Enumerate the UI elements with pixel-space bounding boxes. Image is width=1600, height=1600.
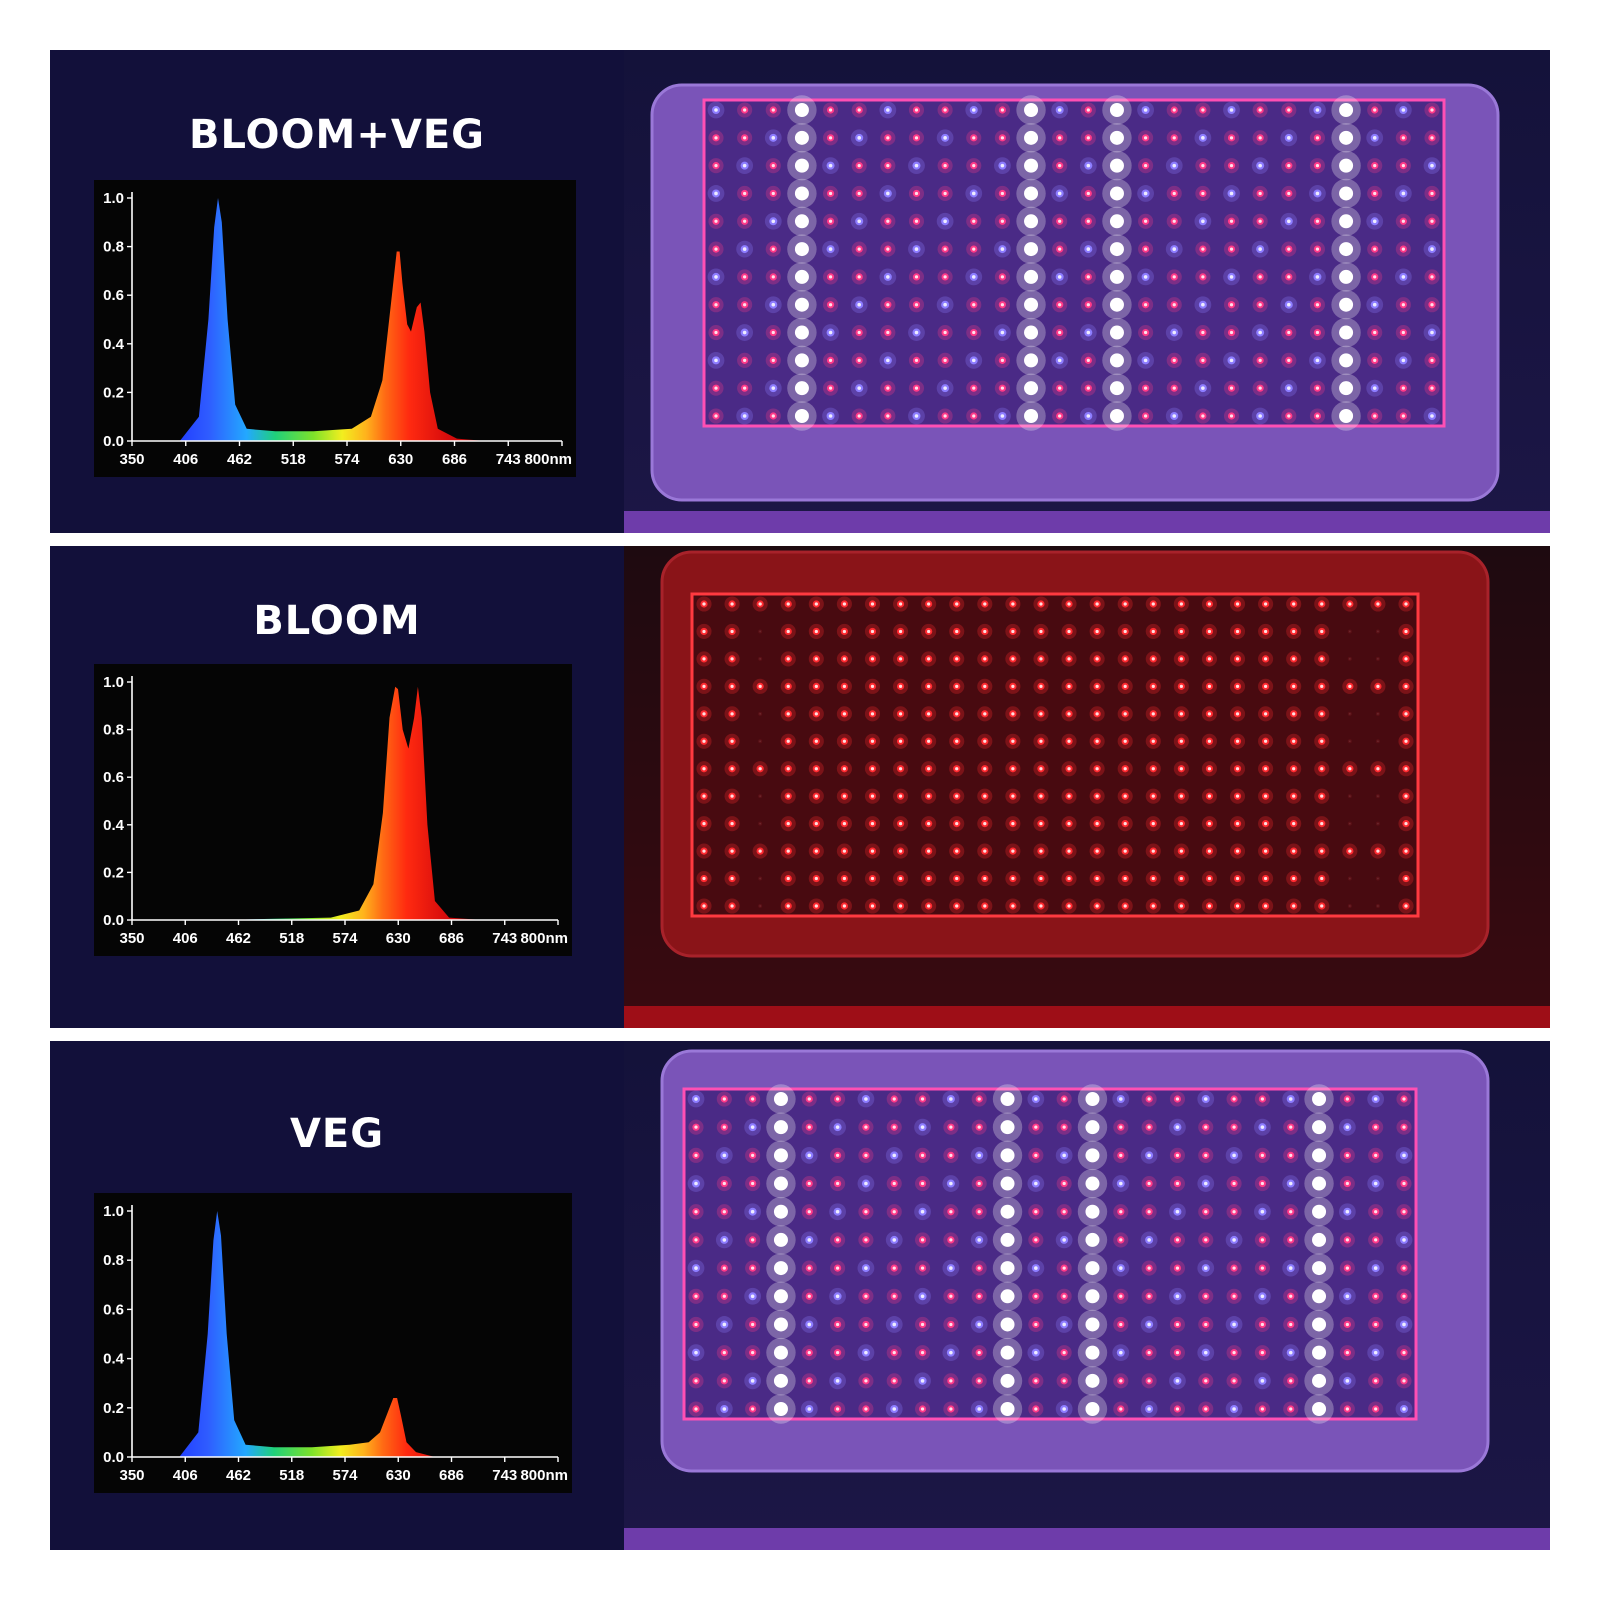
led-photo-side <box>624 1041 1550 1550</box>
x-tick-label: 350 <box>119 1467 144 1484</box>
x-tick-label: 743 <box>492 930 517 947</box>
y-tick-label: 0.0 <box>103 433 124 450</box>
y-tick-label: 0.6 <box>103 1301 124 1318</box>
panel-bloom-veg: BLOOM+VEG 1.0 0.8 0.6 0.4 0.2 0.0 350 406 462 518… <box>50 50 1550 533</box>
x-tick-label: 518 <box>279 930 304 947</box>
x-tick-label: 743 <box>492 1467 517 1484</box>
led-photo-side <box>624 546 1550 1028</box>
y-tick-label: 1.0 <box>103 190 124 207</box>
x-tick-label: 800nm <box>524 451 572 468</box>
x-tick-label: 574 <box>332 1467 358 1484</box>
x-tick-label: 686 <box>439 1467 464 1484</box>
y-tick-label: 0.2 <box>103 384 124 401</box>
led-panel-photo <box>624 50 1550 533</box>
y-tick-label: 0.8 <box>103 722 124 739</box>
x-tick-label: 800nm <box>520 1467 568 1484</box>
led-board <box>690 592 1420 918</box>
panel-veg: VEG 1.0 0.8 0.6 0.4 0.2 0.0 350 406 462 518 574 630… <box>50 1041 1550 1550</box>
x-tick-label: 686 <box>442 451 467 468</box>
x-tick-label: 406 <box>173 451 198 468</box>
y-tick-label: 0.6 <box>103 769 124 786</box>
x-tick-label: 630 <box>388 451 413 468</box>
x-tick-label: 574 <box>332 930 358 947</box>
spectrum-chart-frame: 1.0 0.8 0.6 0.4 0.2 0.0 350 406 462 518 574 630 686 7… <box>94 664 572 956</box>
x-tick-label: 686 <box>439 930 464 947</box>
x-tick-label: 462 <box>226 930 251 947</box>
led-panel-photo <box>624 1041 1550 1550</box>
spectrum-curve <box>132 686 558 920</box>
y-tick-label: 1.0 <box>103 674 124 691</box>
y-tick-label: 0.2 <box>103 864 124 881</box>
y-tick-label: 0.8 <box>103 1252 124 1269</box>
y-tick-label: 0.4 <box>103 336 125 353</box>
spectrum-side: BLOOM+VEG 1.0 0.8 0.6 0.4 0.2 0.0 350 406 462 518… <box>50 50 624 533</box>
panel-bloom: BLOOM 1.0 0.8 0.6 0.4 0.2 0.0 350 406 462 518 574 6… <box>50 546 1550 1028</box>
x-tick-label: 350 <box>119 930 144 947</box>
y-tick-label: 0.6 <box>103 287 124 304</box>
led-board <box>682 1087 1418 1421</box>
spectrum-curve <box>132 198 562 441</box>
x-tick-label: 574 <box>334 451 360 468</box>
x-tick-label: 350 <box>119 451 144 468</box>
spectrum-side: VEG 1.0 0.8 0.6 0.4 0.2 0.0 350 406 462 518 574 630… <box>50 1041 624 1550</box>
x-tick-label: 630 <box>386 1467 411 1484</box>
x-tick-label: 406 <box>173 1467 198 1484</box>
mode-title: BLOOM <box>253 598 421 644</box>
spectrum-chart-frame: 1.0 0.8 0.6 0.4 0.2 0.0 350 406 462 518 574 630 686 7… <box>94 180 576 477</box>
y-tick-label: 0.8 <box>103 239 124 256</box>
x-tick-label: 518 <box>279 1467 304 1484</box>
x-tick-label: 630 <box>386 930 411 947</box>
spectrum-curve <box>132 1211 558 1457</box>
y-tick-label: 0.0 <box>103 1449 124 1466</box>
y-tick-label: 0.0 <box>103 912 124 929</box>
x-tick-label: 800nm <box>520 930 568 947</box>
y-tick-label: 1.0 <box>103 1203 124 1220</box>
mode-title: BLOOM+VEG <box>189 112 485 158</box>
y-tick-label: 0.2 <box>103 1400 124 1417</box>
spectrum-chart-frame: 1.0 0.8 0.6 0.4 0.2 0.0 350 406 462 518 574 630 686 7… <box>94 1193 572 1493</box>
led-board <box>702 98 1446 428</box>
x-tick-label: 743 <box>496 451 521 468</box>
led-panel-photo <box>624 546 1550 1028</box>
y-tick-label: 0.4 <box>103 1351 125 1368</box>
spectrum-side: BLOOM 1.0 0.8 0.6 0.4 0.2 0.0 350 406 462 518 574 6… <box>50 546 624 1028</box>
y-tick-label: 0.4 <box>103 817 125 834</box>
x-tick-label: 406 <box>173 930 198 947</box>
x-tick-label: 518 <box>281 451 306 468</box>
x-tick-label: 462 <box>227 451 252 468</box>
mode-title: VEG <box>289 1111 385 1157</box>
x-tick-label: 462 <box>226 1467 251 1484</box>
led-photo-side <box>624 50 1550 533</box>
